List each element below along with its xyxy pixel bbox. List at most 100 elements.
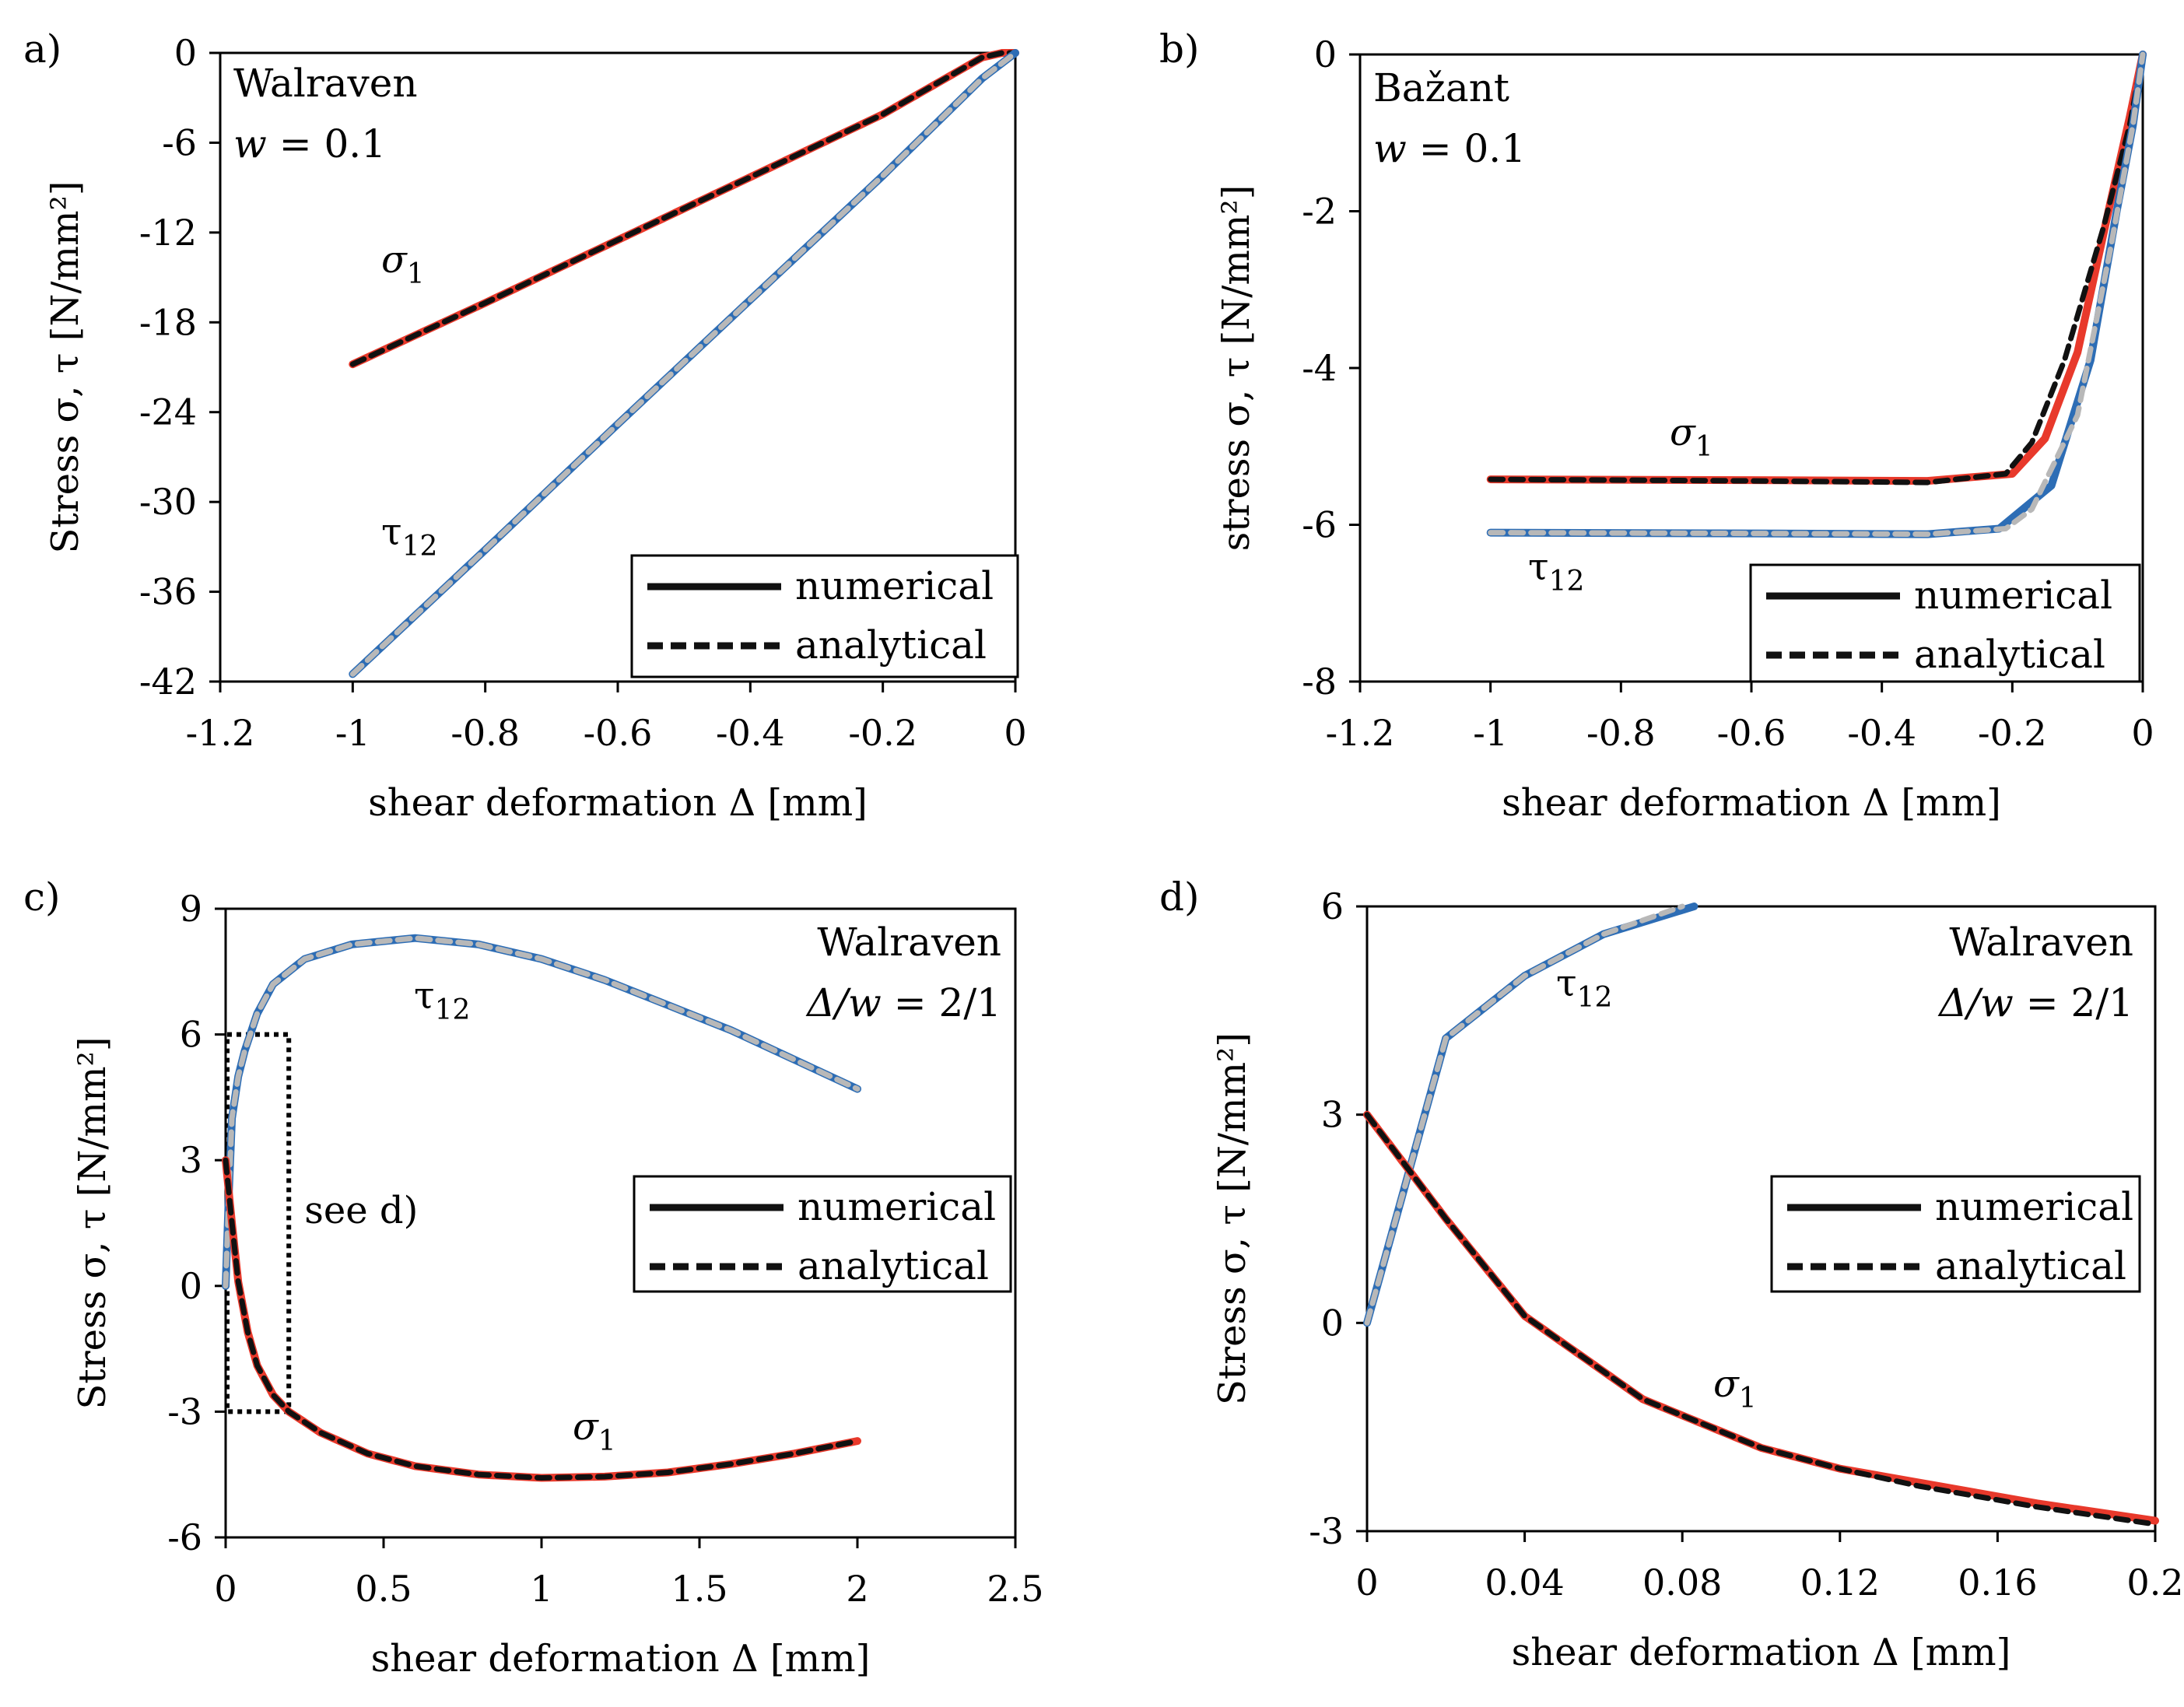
x-axis-label: shear deformation Δ [mm] (1512, 1631, 2011, 1674)
model-parameter: w = 0.1 (1373, 126, 1526, 171)
legend-entry-label: analytical (1935, 1243, 2126, 1288)
panel-d: d) 6 3 0 -3 0 0.04 0.08 0.12 0.16 0.2 shear deforma… (1159, 875, 2184, 1674)
x-tick-label: -0.6 (584, 712, 653, 754)
series-line-3 (1488, 51, 2146, 538)
y-tick-label: -36 (139, 571, 197, 613)
x-tick-label: -0.8 (450, 712, 520, 754)
model-name: Walraven (817, 920, 1001, 965)
y-tick-label: -42 (139, 661, 197, 703)
y-axis-label: Stress σ, τ [N/mm²] (71, 1036, 114, 1409)
series-line-0 (1363, 903, 1698, 1327)
legend-entry-label: analytical (1914, 632, 2105, 677)
panel-label: c) (23, 875, 61, 920)
x-tick-label: 0 (1004, 712, 1026, 754)
panel-b: b) 0 -2 -4 -6 -8 -1.2 -1 -0.8 -0.6 -0.4 -0.2 0 shear … (1159, 26, 2154, 825)
x-tick-label: -0.8 (1586, 712, 1656, 754)
curve-label: σ1 (381, 238, 425, 290)
panel-label: a) (23, 26, 61, 72)
legend-box (1770, 1175, 2141, 1293)
curve-label: σ1 (1713, 1362, 1757, 1414)
legend: numerical analytical (633, 1175, 1012, 1293)
x-tick-label: -0.6 (1717, 712, 1786, 754)
panel-a: a) 0 -6 -12 -18 -24 -30 -36 -42 -1.2 -1 -0.8 -0.6 -0.… (23, 26, 1027, 825)
model-parameter: w = 0.1 (233, 121, 386, 166)
series-line-1 (1364, 903, 1685, 1326)
y-tick-label: 6 (1321, 885, 1344, 927)
x-tick-label: -0.2 (848, 712, 917, 754)
y-tick-label: 3 (180, 1139, 202, 1181)
legend-entry-label: numerical (1914, 573, 2112, 618)
x-tick-label: -0.2 (1978, 712, 2047, 754)
x-tick-label: 2 (846, 1568, 868, 1610)
x-tick-label: 1.5 (671, 1568, 727, 1610)
x-tick-label: -1 (1473, 712, 1508, 754)
series-line-2 (1486, 51, 2147, 538)
series-line-3 (349, 50, 1018, 677)
inset-note: see d) (304, 1189, 418, 1232)
curve-symbol: τ (381, 510, 402, 554)
curve-subscript: 1 (1739, 1383, 1757, 1414)
panel-label: d) (1159, 875, 1200, 920)
x-tick-label: 2.5 (987, 1568, 1043, 1610)
curve-label: τ12 (1528, 545, 1584, 598)
x-tick-label: 0 (214, 1568, 237, 1610)
legend-entry-label: analytical (795, 622, 987, 668)
series-line-1 (223, 935, 861, 1289)
legend-box (633, 1175, 1012, 1293)
legend: numerical analytical (1770, 1175, 2141, 1293)
curve-subscript: 1 (407, 258, 425, 290)
x-tick-label: -1 (335, 712, 370, 754)
x-axis-label: shear deformation Δ [mm] (1502, 781, 2001, 825)
x-tick-label: 0.12 (1800, 1562, 1880, 1604)
y-tick-label: -6 (1302, 504, 1337, 546)
y-tick-label: -3 (1309, 1510, 1344, 1552)
parameter-symbol: w (1373, 126, 1407, 171)
y-tick-label: -4 (1302, 347, 1337, 389)
x-tick-label: -0.4 (1847, 712, 1916, 754)
parameter-symbol: Δ/w (1937, 980, 2014, 1025)
panel-label: b) (1159, 26, 1200, 72)
legend-box (630, 554, 1019, 678)
curve-subscript: 1 (1695, 431, 1713, 463)
parameter-symbol: w (233, 121, 267, 166)
x-axis-label: shear deformation Δ [mm] (368, 781, 868, 825)
y-tick-label: 9 (180, 888, 202, 930)
curve-label: τ12 (1556, 962, 1612, 1014)
x-tick-label: 0 (2131, 712, 2154, 754)
legend-entry-label: numerical (798, 1184, 996, 1229)
x-tick-label: 0.08 (1642, 1562, 1722, 1604)
parameter-value: = 2/1 (2014, 980, 2133, 1025)
y-tick-label: 0 (1321, 1302, 1344, 1344)
y-tick-label: -8 (1302, 661, 1337, 703)
plot-frame (1365, 905, 2157, 1533)
x-tick-label: 0 (1355, 1562, 1378, 1604)
y-axis-label: stress σ, τ [N/mm²] (1215, 185, 1258, 552)
y-axis-label: Stress σ, τ [N/mm²] (1211, 1032, 1254, 1405)
curve-symbol: σ (1713, 1362, 1740, 1406)
x-tick-label: 0.16 (1958, 1562, 2037, 1604)
curve-label: τ12 (381, 510, 437, 563)
x-axis-label: shear deformation Δ [mm] (371, 1637, 871, 1681)
parameter-value: = 2/1 (882, 980, 1001, 1025)
series-line-1 (349, 50, 1018, 367)
series-line-3 (223, 1157, 861, 1481)
curve-symbol: σ (381, 238, 408, 282)
legend-entry-label: analytical (798, 1243, 989, 1288)
x-tick-label: -1.2 (1326, 712, 1395, 754)
curve-symbol: σ (1670, 411, 1696, 454)
y-tick-label: 0 (180, 1265, 202, 1307)
x-tick-label: 1 (530, 1568, 552, 1610)
curve-subscript: 12 (1577, 982, 1613, 1014)
curve-subscript: 1 (598, 1425, 616, 1457)
curve-label: σ1 (1670, 411, 1713, 463)
curve-subscript: 12 (435, 994, 471, 1026)
legend: numerical analytical (630, 554, 1019, 678)
parameter-value: = 0.1 (1407, 126, 1526, 171)
x-tick-label: 0.5 (355, 1568, 412, 1610)
y-tick-label: 0 (174, 32, 197, 74)
model-name: Walraven (1949, 920, 2133, 965)
curve-symbol: τ (1556, 962, 1577, 1005)
curve-subscript: 12 (402, 531, 438, 563)
series-line-1 (1488, 51, 2146, 485)
y-tick-label: -3 (167, 1390, 202, 1432)
